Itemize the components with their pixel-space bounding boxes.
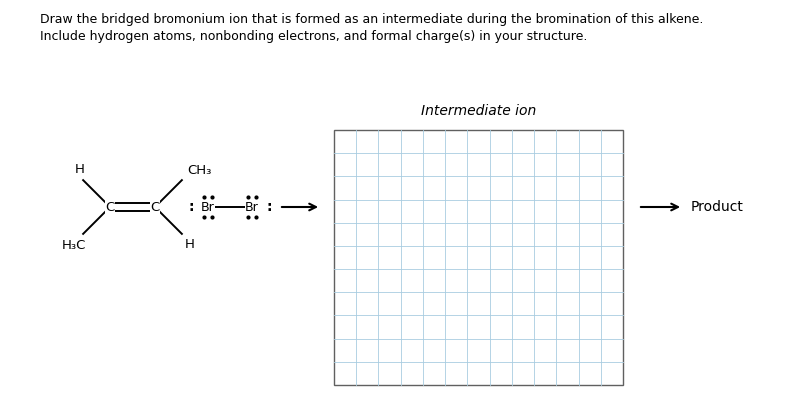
Text: H: H [185,238,195,251]
Text: :: : [188,200,193,214]
Text: Draw the bridged bromonium ion that is formed as an intermediate during the brom: Draw the bridged bromonium ion that is f… [40,13,703,26]
Text: Include hydrogen atoms, nonbonding electrons, and formal charge(s) in your struc: Include hydrogen atoms, nonbonding elect… [40,30,588,44]
Text: Br: Br [245,201,259,213]
Text: Br: Br [201,201,215,213]
Text: :: : [266,200,272,214]
Text: H: H [75,163,85,176]
Text: Product: Product [691,200,744,214]
Text: Intermediate ion: Intermediate ion [421,104,536,118]
Text: C: C [105,201,115,213]
Bar [334,130,623,385]
Text: H₃C: H₃C [62,239,86,252]
Text: C: C [151,201,159,213]
Text: CH₃: CH₃ [187,164,211,177]
